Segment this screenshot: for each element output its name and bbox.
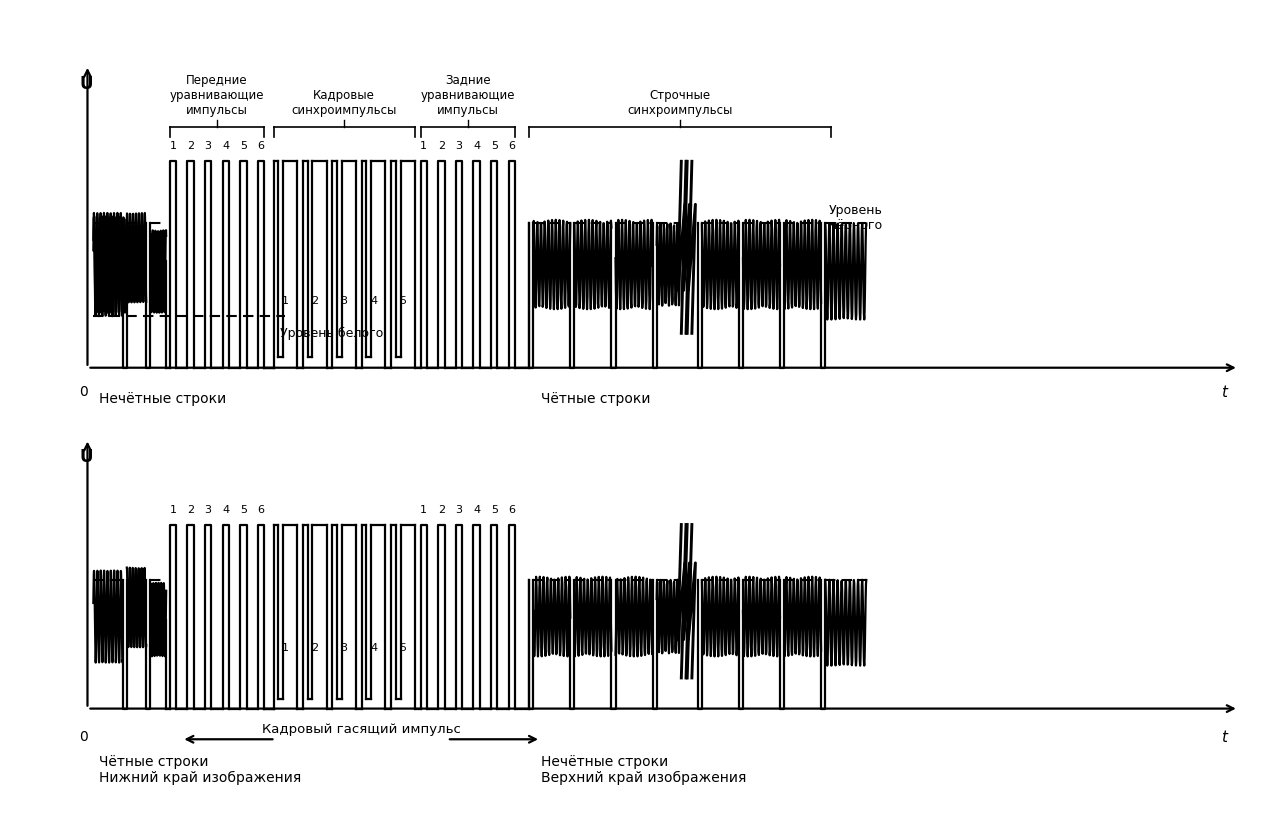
Text: 4: 4 xyxy=(370,644,377,654)
Text: 5: 5 xyxy=(399,296,406,306)
Text: 1: 1 xyxy=(282,644,288,654)
Text: Нечётные строки
Верхний край изображения: Нечётные строки Верхний край изображения xyxy=(541,754,747,785)
Text: Нечётные строки: Нечётные строки xyxy=(99,392,226,406)
Text: 1: 1 xyxy=(420,506,427,515)
Text: 5: 5 xyxy=(240,506,246,515)
Text: Уровень белого: Уровень белого xyxy=(279,326,382,339)
Text: U: U xyxy=(79,448,93,466)
Text: 2: 2 xyxy=(438,141,444,151)
Text: 6: 6 xyxy=(258,506,264,515)
Text: 2: 2 xyxy=(187,141,194,151)
Text: Передние
уравнивающие
импульсы: Передние уравнивающие импульсы xyxy=(170,74,264,117)
Text: 6: 6 xyxy=(508,141,516,151)
Text: 2: 2 xyxy=(311,644,319,654)
Text: t: t xyxy=(1220,730,1227,745)
Text: 2: 2 xyxy=(438,506,444,515)
Text: 3: 3 xyxy=(456,506,462,515)
Text: 1: 1 xyxy=(169,141,177,151)
Text: 5: 5 xyxy=(399,644,406,654)
Text: 0: 0 xyxy=(80,385,89,399)
Text: 3: 3 xyxy=(456,141,462,151)
Text: 4: 4 xyxy=(472,141,480,151)
Text: 2: 2 xyxy=(311,296,319,306)
Text: Чётные строки: Чётные строки xyxy=(541,392,650,406)
Text: 1: 1 xyxy=(282,296,288,306)
Text: 3: 3 xyxy=(340,296,348,306)
Text: 0: 0 xyxy=(80,730,89,744)
Text: Кадровый гасящий импульс: Кадровый гасящий импульс xyxy=(262,723,461,736)
Text: Чётные строки
Нижний край изображения: Чётные строки Нижний край изображения xyxy=(99,754,301,785)
Text: Уровень
чёрного: Уровень чёрного xyxy=(829,204,883,232)
Text: 1: 1 xyxy=(169,506,177,515)
Text: t: t xyxy=(1220,385,1227,400)
Text: Задние
уравнивающие
импульсы: Задние уравнивающие импульсы xyxy=(420,74,516,117)
Text: 2: 2 xyxy=(187,506,194,515)
Text: 6: 6 xyxy=(258,141,264,151)
Text: 3: 3 xyxy=(340,644,348,654)
Text: 4: 4 xyxy=(222,141,230,151)
Text: 4: 4 xyxy=(222,506,230,515)
Text: 6: 6 xyxy=(508,506,516,515)
Text: 1: 1 xyxy=(420,141,427,151)
Text: 4: 4 xyxy=(472,506,480,515)
Text: 5: 5 xyxy=(240,141,246,151)
Text: Кадровые
синхроимпульсы: Кадровые синхроимпульсы xyxy=(292,88,396,117)
Text: 4: 4 xyxy=(370,296,377,306)
Text: 3: 3 xyxy=(204,506,212,515)
Text: 3: 3 xyxy=(204,141,212,151)
Text: 5: 5 xyxy=(490,141,498,151)
Text: Строчные
синхроимпульсы: Строчные синхроимпульсы xyxy=(627,88,733,117)
Text: 5: 5 xyxy=(490,506,498,515)
Text: U: U xyxy=(79,75,93,93)
